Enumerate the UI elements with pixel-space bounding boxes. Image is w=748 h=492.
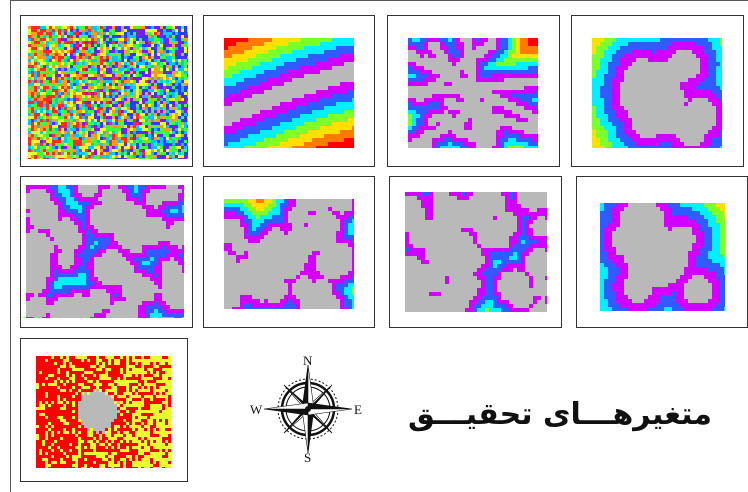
compass-rose: N S E W bbox=[248, 353, 368, 465]
map-5-raster bbox=[26, 185, 184, 318]
map-panel-4 bbox=[571, 15, 744, 167]
compass-north-label: N bbox=[303, 353, 313, 368]
compass-south-label: S bbox=[304, 450, 312, 465]
map-panel-6 bbox=[203, 176, 375, 328]
map-2-raster bbox=[224, 38, 354, 148]
map-3-raster bbox=[408, 38, 538, 148]
compass-east-label: E bbox=[354, 402, 362, 417]
map-6-raster bbox=[224, 199, 354, 309]
map-panel-7 bbox=[389, 176, 562, 328]
map-panel-1 bbox=[20, 15, 193, 167]
map-panel-9 bbox=[20, 338, 188, 482]
map-panel-3 bbox=[387, 15, 560, 167]
map-8-raster bbox=[600, 203, 725, 311]
compass-rose-icon bbox=[263, 364, 353, 454]
map-panel-5 bbox=[20, 176, 193, 328]
map-7-raster bbox=[405, 192, 547, 312]
map-panel-2 bbox=[203, 15, 375, 167]
map-sheet bbox=[10, 0, 748, 492]
compass-west-label: W bbox=[250, 402, 263, 417]
map-1-raster bbox=[28, 26, 188, 159]
map-panel-8 bbox=[576, 176, 748, 328]
figure-title: متغیرهـــای تحقیـــق bbox=[408, 396, 712, 432]
map-9-raster bbox=[36, 356, 171, 468]
map-4-raster bbox=[592, 38, 722, 148]
